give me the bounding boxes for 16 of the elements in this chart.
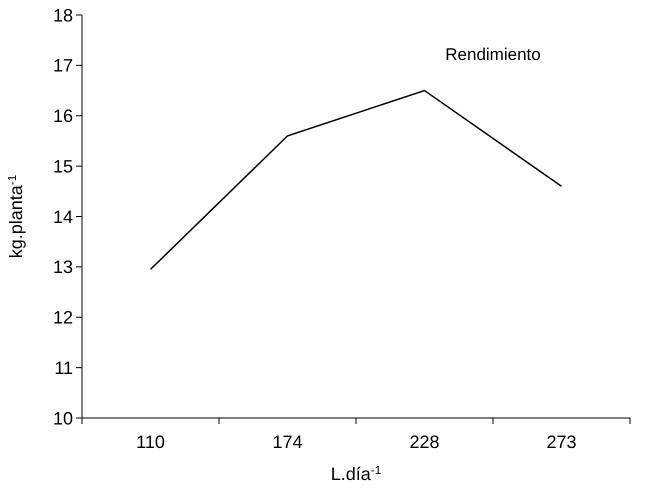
y-tick-label: 11 — [54, 358, 73, 378]
y-tick-label: 18 — [52, 5, 73, 26]
x-tick-label: 273 — [546, 432, 577, 452]
y-tick-label: 13 — [52, 257, 73, 278]
series-label: Rendimiento — [445, 45, 541, 64]
y-tick-label: 16 — [52, 106, 73, 126]
x-tick-label: 110 — [136, 432, 165, 452]
x-axis-title: L.día$^{-1}$ — [330, 464, 382, 484]
y-tick-label: 12 — [52, 308, 73, 328]
y-tick-label: 14 — [52, 206, 73, 227]
y-tick-label: 17 — [52, 56, 73, 76]
y-tick-label: 10 — [52, 408, 73, 428]
y-tick-label: 15 — [52, 156, 73, 176]
x-tick-label: 174 — [272, 432, 303, 452]
line-series — [150, 90, 562, 270]
x-tick-label: 228 — [409, 432, 440, 452]
